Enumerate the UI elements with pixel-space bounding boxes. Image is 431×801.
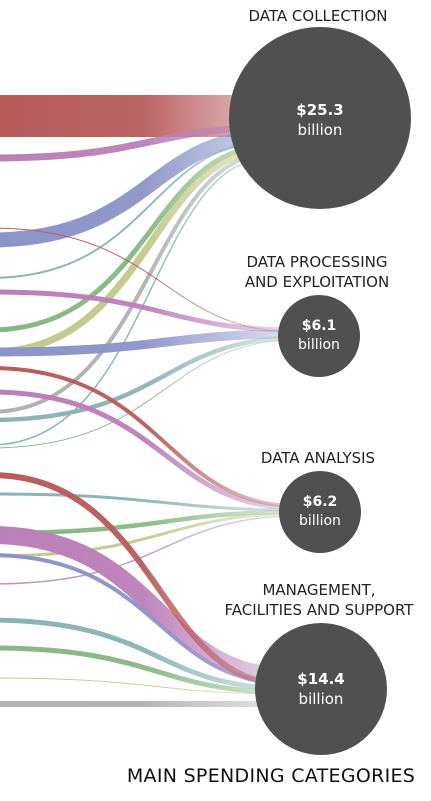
category-label: DATA COLLECTION — [249, 7, 388, 25]
flow-purple-to-management — [0, 526, 285, 685]
flow-teal-to-analysis — [0, 492, 298, 512]
flow-purple-to-processing — [0, 289, 297, 333]
category-node-processing: DATA PROCESSING AND EXPLOITATION $6.1 billi… — [245, 253, 389, 377]
chart-title: MAIN SPENDING CATEGORIES — [127, 765, 415, 787]
flow-green-to-management — [0, 645, 285, 695]
flow-olive-to-management — [0, 677, 285, 695]
flows-layer — [0, 95, 298, 707]
flow-teal-to-processing — [0, 335, 297, 423]
category-unit: billion — [299, 513, 341, 529]
category-label: AND EXPLOITATION — [245, 273, 389, 291]
flow-red-to-analysis — [0, 366, 298, 508]
flow-blue-to-collection — [0, 129, 270, 248]
category-label: FACILITIES AND SUPPORT — [225, 601, 415, 619]
flow-teal-to-management — [0, 617, 285, 691]
category-label: MANAGEMENT, — [262, 581, 375, 599]
flow-purple-to-collection — [0, 124, 270, 162]
category-node-management: MANAGEMENT, FACILITIES AND SUPPORT $14.4 bi… — [225, 581, 415, 755]
category-circle — [278, 295, 360, 377]
category-label: DATA PROCESSING — [247, 253, 388, 271]
flow-green-to-collection — [0, 143, 270, 332]
flow-olive-to-analysis — [0, 512, 298, 558]
category-amount: $6.1 — [302, 318, 337, 334]
category-node-collection: DATA COLLECTION $25.3 billion — [229, 7, 411, 209]
flow-lavender-to-analysis — [0, 515, 298, 585]
category-circle — [255, 623, 387, 755]
flow-purple-to-analysis — [0, 389, 298, 511]
category-amount: $25.3 — [296, 101, 343, 119]
category-circle — [279, 471, 361, 553]
flow-teal-to-collection — [0, 157, 270, 446]
flow-green-to-analysis — [0, 509, 298, 536]
flow-olive-to-collection — [0, 146, 270, 355]
category-amount: $6.2 — [303, 494, 338, 510]
flow-green-to-processing — [0, 339, 297, 449]
category-node-analysis: DATA ANALYSIS $6.2 billion — [261, 449, 375, 553]
flow-red-to-management — [0, 472, 285, 687]
category-label: DATA ANALYSIS — [261, 449, 375, 467]
category-unit: billion — [299, 690, 344, 708]
category-amount: $14.4 — [297, 670, 344, 688]
category-unit: billion — [298, 337, 340, 353]
flow-teal-to-collection — [0, 141, 270, 279]
category-unit: billion — [298, 121, 343, 139]
category-circle — [229, 27, 411, 209]
flow-blue-to-processing — [0, 329, 297, 357]
